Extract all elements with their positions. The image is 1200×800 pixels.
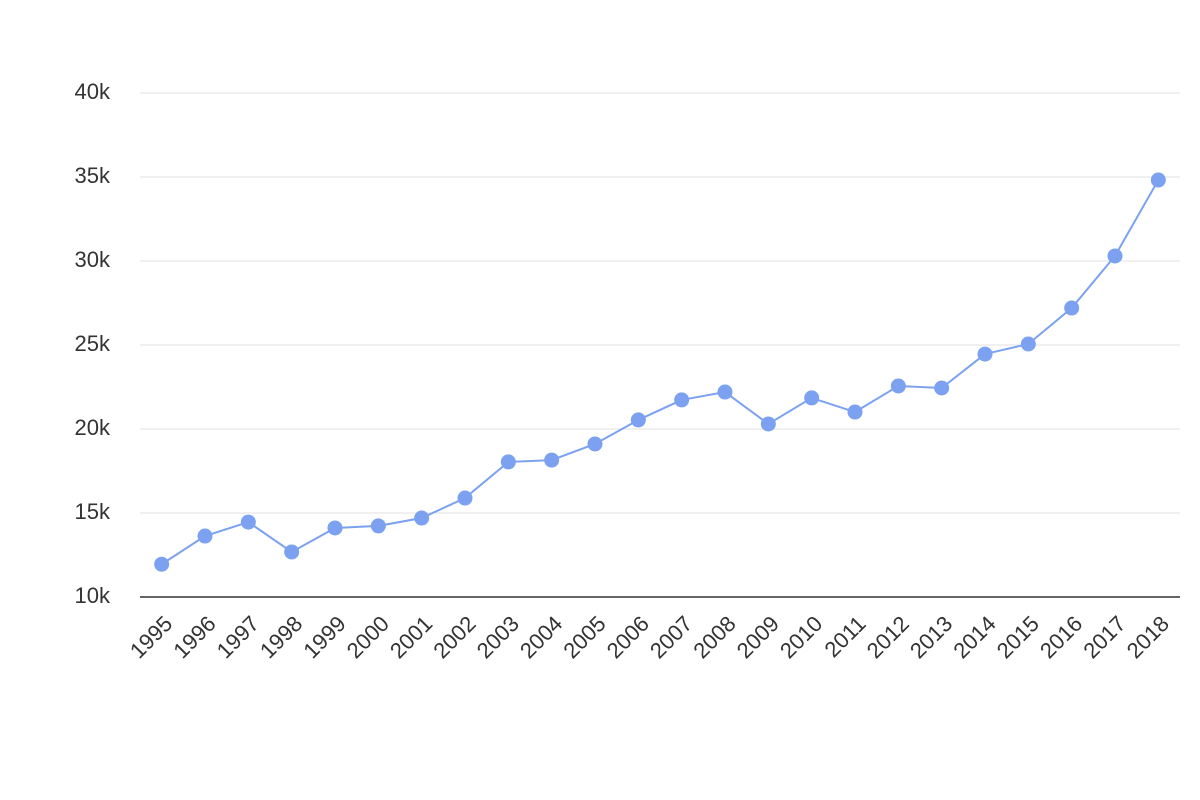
point	[977, 346, 993, 362]
point	[197, 528, 213, 544]
line	[161, 179, 1160, 566]
point	[630, 412, 646, 428]
point	[457, 490, 473, 506]
y-tick-label: 20k	[75, 415, 111, 440]
x-tick-label: 2002	[428, 611, 480, 663]
point	[804, 390, 820, 406]
point	[760, 416, 776, 432]
x-tick-label: 1998	[255, 611, 307, 663]
point	[934, 380, 950, 396]
x-tick-label: 2017	[1078, 611, 1130, 663]
point	[1150, 172, 1166, 188]
point	[370, 518, 386, 534]
point	[500, 454, 516, 470]
x-tick-label: 2000	[342, 611, 394, 663]
point	[717, 384, 733, 400]
x-tick-label: 2018	[1122, 611, 1174, 663]
x-tick-label: 2004	[515, 611, 567, 663]
x-tick-label: 2016	[1035, 611, 1087, 663]
x-tick-label: 2015	[992, 611, 1044, 663]
x-tick-label: 2006	[602, 611, 654, 663]
x-tick-label: 1996	[168, 611, 220, 663]
x-tick-label: 2003	[472, 611, 524, 663]
point	[1107, 248, 1123, 264]
point	[587, 436, 603, 452]
point	[240, 514, 256, 530]
y-tick-label: 40k	[75, 79, 111, 104]
y-tick-label: 10k	[75, 583, 111, 608]
x-tick-label: 2009	[732, 611, 784, 663]
point	[154, 556, 170, 572]
x-tick-label: 2011	[820, 611, 871, 662]
x-tick-label: 2005	[558, 611, 610, 663]
point	[414, 510, 430, 526]
x-tick-label: 1999	[298, 611, 350, 663]
x-tick-label: 2008	[688, 611, 740, 663]
point	[674, 392, 690, 408]
x-tick-label: 2012	[862, 611, 914, 663]
x-tick-label: 2014	[948, 611, 1000, 663]
point	[544, 452, 560, 468]
y-tick-label: 15k	[75, 499, 111, 524]
y-tick-label: 30k	[75, 247, 111, 272]
x-tick-label: 2001	[385, 611, 437, 663]
point	[1064, 300, 1080, 316]
y-tick-label: 25k	[75, 331, 111, 356]
x-tick-label: 2013	[905, 611, 957, 663]
x-tick-label: 2007	[645, 611, 697, 663]
x-tick-label: 1997	[212, 611, 264, 663]
y-tick-label: 35k	[75, 163, 111, 188]
x-tick-label: 2010	[775, 611, 827, 663]
point	[327, 520, 343, 536]
point	[1020, 336, 1036, 352]
point	[284, 544, 300, 560]
point	[890, 378, 906, 394]
point	[847, 404, 863, 420]
x-tick-label: 1995	[125, 611, 177, 663]
